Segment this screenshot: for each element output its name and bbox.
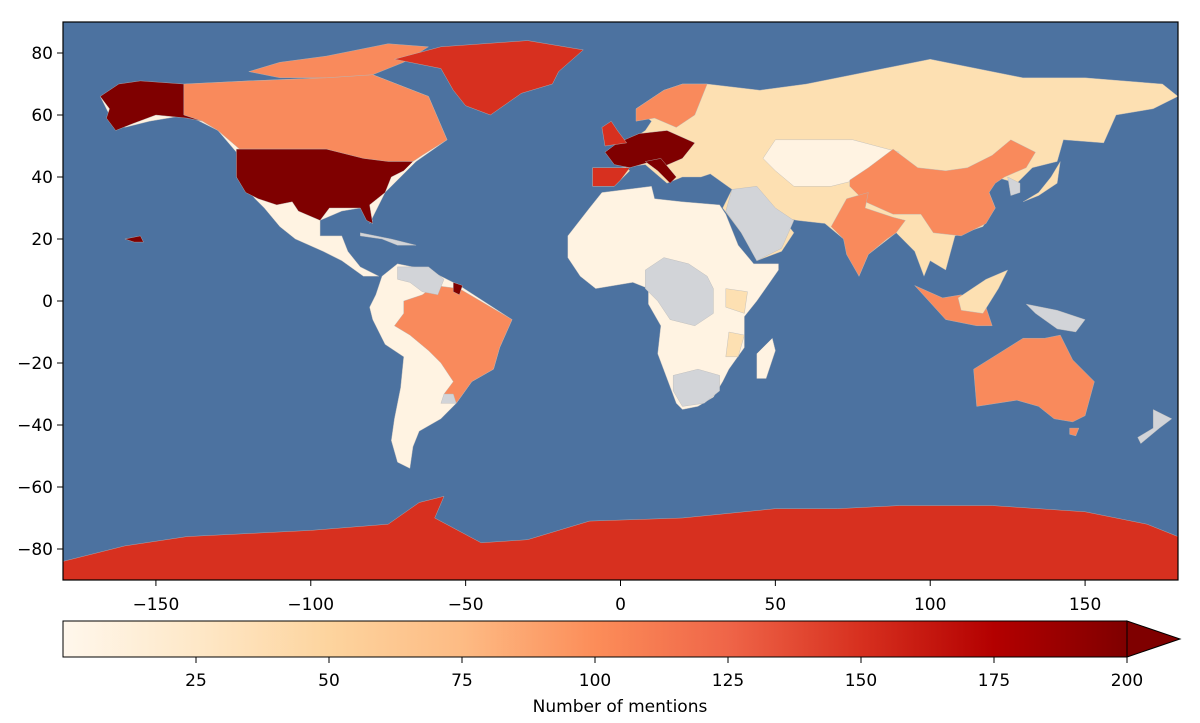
x-tick-label: 150	[1069, 595, 1101, 615]
y-tick-label: −20	[17, 354, 53, 374]
region-madagascar	[756, 337, 776, 379]
x-tick-label: 50	[765, 595, 787, 615]
region-tasmania	[1069, 427, 1080, 437]
region-europe-west	[604, 130, 696, 168]
region-new-zealand	[1137, 409, 1173, 444]
y-tick-label: 20	[31, 230, 53, 250]
region-uruguay	[440, 393, 457, 404]
region-brazil	[394, 285, 513, 404]
region-hawaii	[124, 235, 144, 243]
colorbar-tick-label: 200	[1111, 671, 1143, 691]
region-india	[830, 192, 906, 277]
region-japan	[1022, 161, 1061, 202]
region-borneo-philippines	[957, 269, 1009, 314]
region-new-guinea	[1025, 303, 1086, 333]
map-regions	[63, 40, 1178, 580]
colorbar-gradient	[62, 620, 1128, 658]
x-axis: −150 −100 −50 0 50 100 150	[133, 580, 1101, 615]
y-tick-label: −60	[17, 478, 53, 498]
region-iberia	[592, 167, 631, 187]
region-caribbean-islands	[360, 232, 417, 246]
colorbar-tick-label: 150	[845, 671, 877, 691]
region-uk	[601, 120, 628, 147]
x-tick-label: 100	[914, 595, 946, 615]
colorbar-tick-label: 50	[318, 671, 340, 691]
x-tick-label: −100	[287, 595, 334, 615]
y-tick-label: 0	[42, 292, 53, 312]
colorbar-tick-label: 75	[451, 671, 473, 691]
region-central-africa-nodata	[645, 257, 714, 327]
region-australia	[973, 334, 1095, 423]
y-tick-label: 80	[31, 44, 53, 64]
y-tick-label: 40	[31, 168, 53, 188]
region-alaska	[99, 80, 203, 131]
region-greenland	[394, 40, 584, 116]
x-tick-label: 0	[615, 595, 626, 615]
region-korea	[1007, 176, 1021, 196]
y-tick-label: 60	[31, 106, 53, 126]
x-tick-label: −50	[448, 595, 484, 615]
region-tanzania-mozambique	[725, 331, 745, 357]
region-antarctica	[63, 496, 1178, 580]
colorbar-ticks: 25 50 75 100 125 150 175 200	[185, 657, 1143, 691]
y-axis: 80 60 40 20 0 −20 −40 −60 −80	[17, 44, 63, 560]
y-tick-label: −40	[17, 416, 53, 436]
colorbar-tick-label: 100	[579, 671, 611, 691]
region-southeast-asia-islands	[914, 285, 993, 326]
region-united-states	[236, 148, 414, 224]
y-tick-label: −80	[17, 540, 53, 560]
region-scandinavia	[635, 83, 708, 128]
region-guiana-highlight	[453, 282, 463, 296]
colorbar: 25 50 75 100 125 150 175 200 Number of mentions	[62, 620, 1182, 717]
region-canada	[183, 74, 448, 172]
colorbar-tick-label: 125	[712, 671, 744, 691]
x-tick-label: −150	[133, 595, 180, 615]
region-southern-africa-nodata	[673, 368, 720, 407]
colorbar-tick-label: 175	[978, 671, 1010, 691]
region-china	[849, 139, 1036, 237]
colorbar-extend-arrow	[1126, 620, 1182, 658]
region-kenya-region	[725, 288, 748, 314]
region-venezuela-guyana	[397, 266, 445, 296]
region-middle-east-nodata	[725, 186, 795, 261]
colorbar-label: Number of mentions	[533, 697, 708, 717]
colorbar-tick-label: 25	[185, 671, 207, 691]
region-italy	[644, 158, 677, 184]
